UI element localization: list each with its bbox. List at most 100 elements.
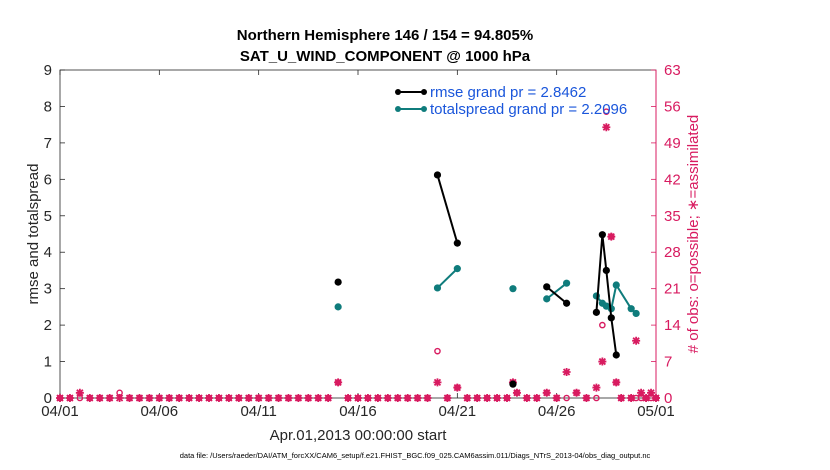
legend-rmse-marker [421,89,427,95]
chart-subtitle: SAT_U_WIND_COMPONENT @ 1000 hPa [240,48,531,65]
obs-assimilated-marker [512,388,521,397]
y-tick-label: 3 [44,281,52,298]
obs-assimilated-marker [383,394,392,402]
obs-assimilated-marker [344,394,353,402]
y-tick-label: 6 [44,171,52,188]
obs-assimilated-marker [433,378,442,387]
x-tick-label: 05/01 [637,403,675,420]
legend-spread-marker [395,106,401,112]
obs-possible-marker [563,394,570,402]
obs-possible-marker [434,347,441,355]
obs-assimilated-marker [607,232,616,241]
rmse-point [607,314,615,322]
obs-assimilated-marker [304,394,313,402]
x-tick-label: 04/26 [538,403,576,420]
totalspread-line [546,282,568,300]
obs-assimilated-marker [627,394,636,402]
totalspread-point [433,284,442,292]
totalspread-point [592,292,601,300]
y-tick-label: 2 [44,317,52,334]
y-axis-right-ticks: 0 7 14 21 28 35 42 49 56 63 [651,62,681,407]
rmse-point [433,171,442,179]
obs-assimilated-marker [324,394,333,402]
y-tick-label: 8 [44,98,52,115]
y-right-tick-label: 63 [664,62,681,79]
x-axis-label: Apr.01,2013 00:00:00 start [270,427,448,444]
obs-assimilated-marker [598,357,607,366]
obs-assimilated-marker [195,394,204,402]
obs-assimilated-marker [373,394,382,402]
y-right-tick-label: 14 [664,317,681,334]
obs-assimilated-marker [592,383,601,392]
rmse-point [563,299,571,307]
plot-area [59,69,657,399]
obs-assimilated-marker [234,394,243,402]
obs-assimilated-marker [214,394,223,402]
totalspread-point [632,309,640,318]
x-tick-label: 04/16 [339,403,377,420]
totalspread-point [627,305,635,313]
obs-assimilated-marker [522,394,531,402]
y-right-tick-label: 56 [664,98,681,115]
rmse-line [436,174,459,244]
y-right-tick-label: 0 [664,390,672,407]
obs-assimilated-marker [284,394,293,402]
obs-assimilated-marker [413,394,422,402]
rmse-point [543,283,551,291]
y-axis-label: rmse and totalspread [25,164,42,305]
y-tick-label: 9 [44,62,52,79]
obs-assimilated-marker [244,394,253,402]
obs-assimilated-marker [205,394,213,402]
obs-assimilated-marker [602,123,611,132]
obs-assimilated-marker [582,394,591,402]
obs-assimilated-marker [175,394,184,402]
obs-assimilated-marker [483,394,492,402]
totalspread-point [543,295,551,303]
obs-assimilated-marker [642,394,651,402]
obs-assimilated-marker [264,394,273,402]
x-tick-label: 04/21 [439,403,477,420]
rmse-point [602,266,610,275]
obs-count-markers [56,108,660,402]
y-tick-label: 4 [44,244,52,261]
obs-assimilated-marker [473,394,482,402]
totalspread-point [334,303,342,311]
obs-assimilated-marker [95,394,104,402]
series-lines [334,171,640,388]
obs-assimilated-marker [105,394,114,402]
legend-rmse-label: rmse grand pr = 2.8462 [430,84,586,101]
rmse-point [598,231,606,239]
obs-assimilated-marker [294,394,303,402]
obs-assimilated-marker [617,394,626,402]
obs-assimilated-marker [56,394,64,402]
chart-title: Northern Hemisphere 146 / 154 = 94.805% [237,27,533,44]
legend-rmse-marker [395,89,401,95]
y-tick-label: 7 [44,135,52,152]
obs-assimilated-marker [334,378,343,387]
obs-assimilated-marker [652,394,660,402]
y-right-tick-label: 49 [664,135,681,152]
obs-possible-marker [593,394,600,402]
obs-assimilated-marker [314,394,323,402]
obs-assimilated-marker [155,394,164,402]
obs-assimilated-marker [274,394,283,402]
obs-assimilated-marker [532,394,541,402]
y-tick-label: 0 [44,390,52,407]
obs-assimilated-marker [165,394,174,402]
obs-assimilated-marker [493,394,502,402]
y-right-tick-label: 35 [664,208,681,225]
obs-assimilated-marker [647,388,656,397]
obs-assimilated-marker [572,388,581,397]
obs-assimilated-marker [637,388,646,397]
obs-assimilated-marker [85,394,94,402]
obs-assimilated-marker [224,394,233,402]
obs-possible-marker [603,108,610,115]
y-right-tick-label: 28 [664,244,681,261]
obs-assimilated-marker [403,394,412,402]
obs-assimilated-marker [542,388,551,397]
x-tick-label: 04/11 [240,403,276,420]
obs-assimilated-marker [65,394,74,402]
obs-possible-marker [599,321,606,329]
rmse-line [546,286,568,305]
obs-assimilated-marker [75,388,84,397]
